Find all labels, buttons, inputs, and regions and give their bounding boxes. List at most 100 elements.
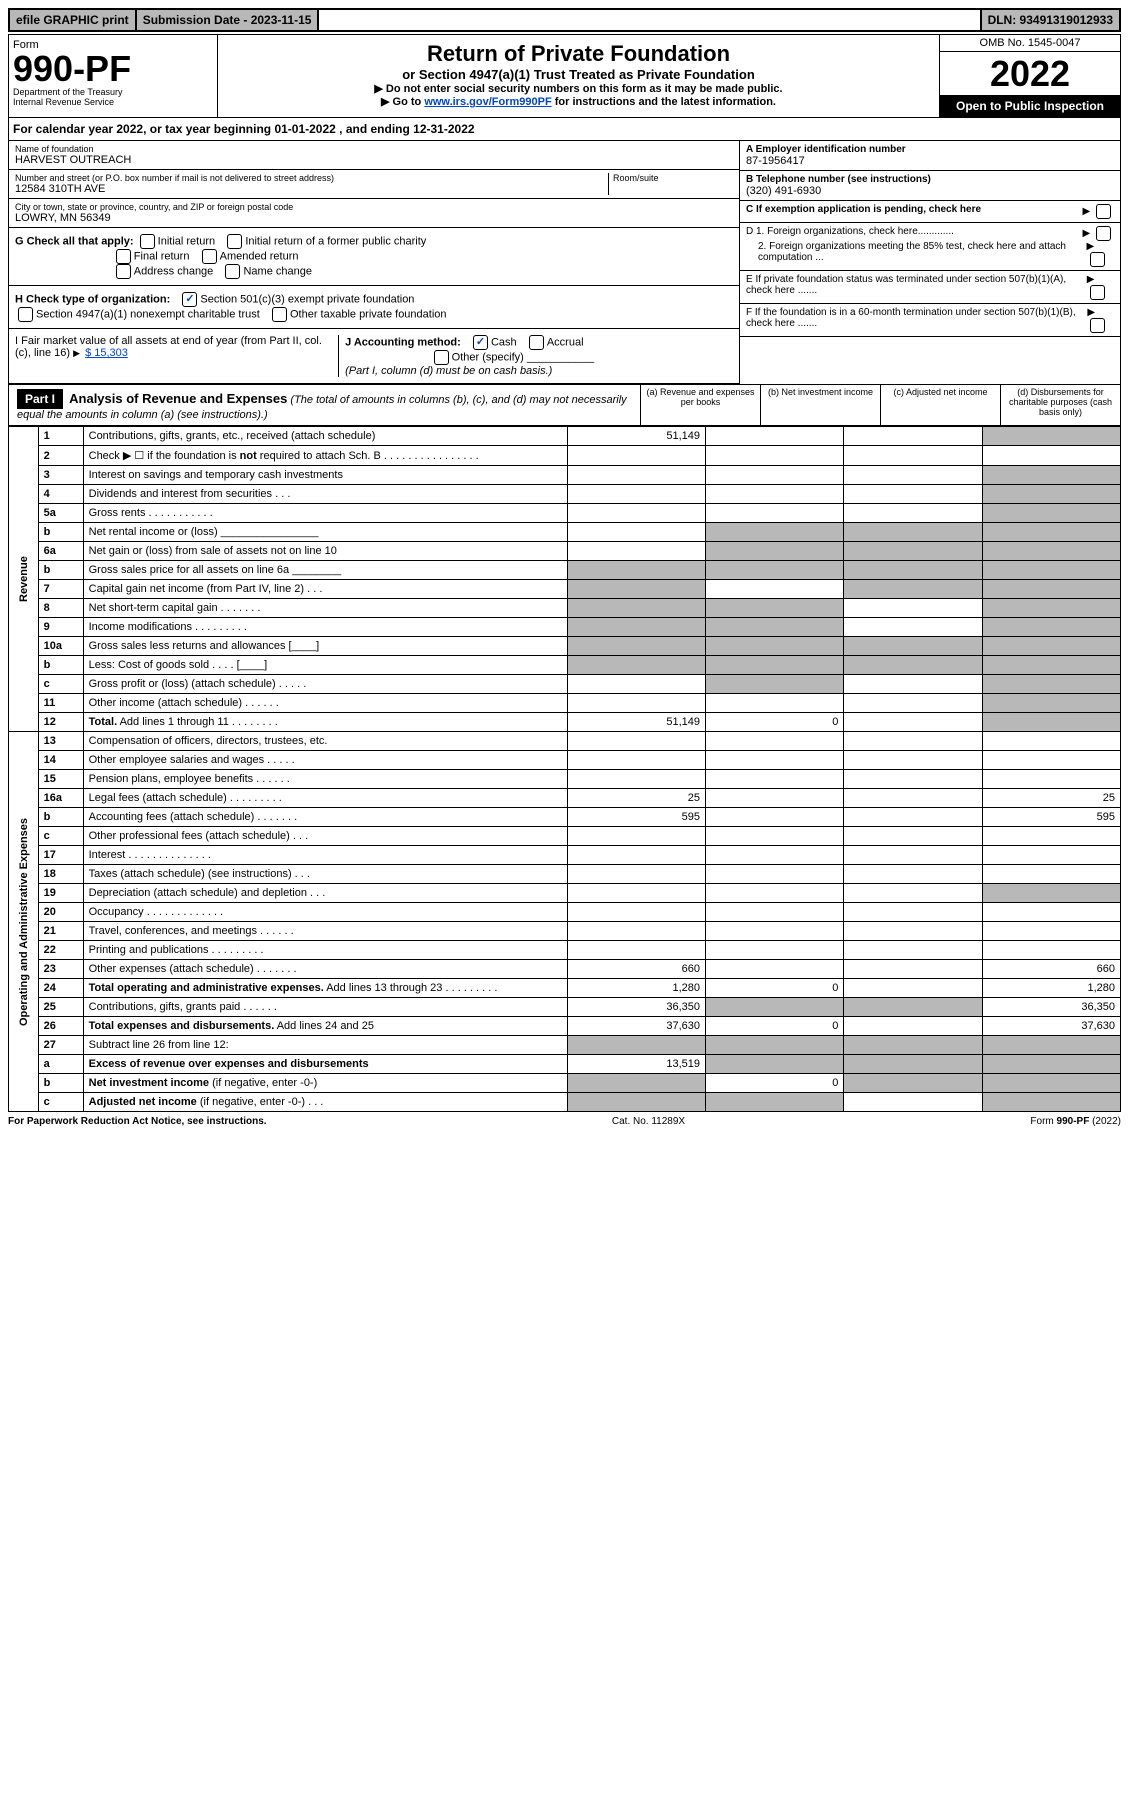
value-cell-d xyxy=(982,846,1120,865)
value-cell-d xyxy=(982,770,1120,789)
line-number: 7 xyxy=(38,580,83,599)
line-number: c xyxy=(38,675,83,694)
value-cell-d: 1,280 xyxy=(982,979,1120,998)
col-c-header: (c) Adjusted net income xyxy=(880,385,1000,425)
line-number: 21 xyxy=(38,922,83,941)
value-cell-c xyxy=(844,1017,982,1036)
line-number: b xyxy=(38,656,83,675)
line-number: 9 xyxy=(38,618,83,637)
line-number: 3 xyxy=(38,466,83,485)
value-cell-b xyxy=(706,960,844,979)
omb-number: OMB No. 1545-0047 xyxy=(940,35,1120,52)
accrual-checkbox[interactable] xyxy=(529,335,544,350)
other-taxable-checkbox[interactable] xyxy=(272,307,287,322)
value-cell-c xyxy=(844,599,982,618)
value-cell-c xyxy=(844,770,982,789)
value-cell-a xyxy=(567,542,705,561)
value-cell-d xyxy=(982,941,1120,960)
value-cell-a: 51,149 xyxy=(567,427,705,446)
value-cell-b xyxy=(706,903,844,922)
line-description: Net short-term capital gain . . . . . . … xyxy=(83,599,567,618)
value-cell-b xyxy=(706,1055,844,1074)
line-description: Accounting fees (attach schedule) . . . … xyxy=(83,808,567,827)
line-number: 18 xyxy=(38,865,83,884)
value-cell-c xyxy=(844,979,982,998)
value-cell-d xyxy=(982,1036,1120,1055)
address-change-checkbox[interactable] xyxy=(116,264,131,279)
value-cell-c xyxy=(844,637,982,656)
col-b-header: (b) Net investment income xyxy=(760,385,880,425)
value-cell-d xyxy=(982,903,1120,922)
value-cell-c xyxy=(844,427,982,446)
value-cell-b xyxy=(706,504,844,523)
final-return-checkbox[interactable] xyxy=(116,249,131,264)
ein-label: A Employer identification number xyxy=(746,144,1114,155)
value-cell-b xyxy=(706,675,844,694)
value-cell-a xyxy=(567,466,705,485)
other-method-checkbox[interactable] xyxy=(434,350,449,365)
amended-return-checkbox[interactable] xyxy=(202,249,217,264)
cash-basis-note: (Part I, column (d) must be on cash basi… xyxy=(345,365,552,377)
form990pf-link[interactable]: www.irs.gov/Form990PF xyxy=(424,96,551,108)
value-cell-a: 1,280 xyxy=(567,979,705,998)
dln: DLN: 93491319012933 xyxy=(980,10,1119,30)
value-cell-d xyxy=(982,637,1120,656)
fmv-value[interactable]: $ 15,303 xyxy=(85,347,128,359)
line-number: b xyxy=(38,523,83,542)
value-cell-a: 37,630 xyxy=(567,1017,705,1036)
value-cell-b: 0 xyxy=(706,1074,844,1093)
form-number: 990-PF xyxy=(13,51,213,87)
value-cell-a xyxy=(567,446,705,466)
line-description: Gross rents . . . . . . . . . . . xyxy=(83,504,567,523)
line-description: Income modifications . . . . . . . . . xyxy=(83,618,567,637)
phone-label: B Telephone number (see instructions) xyxy=(746,174,1114,185)
phone: (320) 491-6930 xyxy=(746,185,1114,197)
line-number: 8 xyxy=(38,599,83,618)
value-cell-b: 0 xyxy=(706,979,844,998)
value-cell-b xyxy=(706,732,844,751)
foreign-org-checkbox[interactable] xyxy=(1096,226,1111,241)
value-cell-a xyxy=(567,1036,705,1055)
line-number: 16a xyxy=(38,789,83,808)
value-cell-d xyxy=(982,599,1120,618)
initial-former-checkbox[interactable] xyxy=(227,234,242,249)
value-cell-c xyxy=(844,656,982,675)
value-cell-b xyxy=(706,865,844,884)
ein: 87-1956417 xyxy=(746,155,1114,167)
value-cell-d: 25 xyxy=(982,789,1120,808)
line-number: 11 xyxy=(38,694,83,713)
value-cell-c xyxy=(844,466,982,485)
value-cell-b xyxy=(706,789,844,808)
value-cell-b xyxy=(706,427,844,446)
efile-print-button[interactable]: efile GRAPHIC print xyxy=(10,10,137,30)
value-cell-a xyxy=(567,884,705,903)
501c3-checkbox[interactable] xyxy=(182,292,197,307)
value-cell-a xyxy=(567,1074,705,1093)
name-change-checkbox[interactable] xyxy=(225,264,240,279)
value-cell-a xyxy=(567,922,705,941)
terminated-checkbox[interactable] xyxy=(1090,285,1105,300)
value-cell-c xyxy=(844,941,982,960)
value-cell-a xyxy=(567,561,705,580)
line-description: Excess of revenue over expenses and disb… xyxy=(83,1055,567,1074)
initial-return-checkbox[interactable] xyxy=(140,234,155,249)
value-cell-a xyxy=(567,865,705,884)
cash-checkbox[interactable] xyxy=(473,335,488,350)
line-description: Interest on savings and temporary cash i… xyxy=(83,466,567,485)
value-cell-d xyxy=(982,751,1120,770)
section-e: E If private foundation status was termi… xyxy=(746,274,1087,300)
value-cell-b xyxy=(706,922,844,941)
value-cell-a xyxy=(567,903,705,922)
4947a1-checkbox[interactable] xyxy=(18,307,33,322)
foreign-85-checkbox[interactable] xyxy=(1090,252,1105,267)
value-cell-c xyxy=(844,903,982,922)
value-cell-b xyxy=(706,656,844,675)
line-number: 20 xyxy=(38,903,83,922)
60month-checkbox[interactable] xyxy=(1090,318,1105,333)
value-cell-c xyxy=(844,523,982,542)
exemption-pending-checkbox[interactable] xyxy=(1096,204,1111,219)
fmv-label: I Fair market value of all assets at end… xyxy=(15,335,322,359)
part1-table: Revenue1Contributions, gifts, grants, et… xyxy=(8,426,1121,1112)
value-cell-a xyxy=(567,770,705,789)
line-description: Adjusted net income (if negative, enter … xyxy=(83,1093,567,1112)
